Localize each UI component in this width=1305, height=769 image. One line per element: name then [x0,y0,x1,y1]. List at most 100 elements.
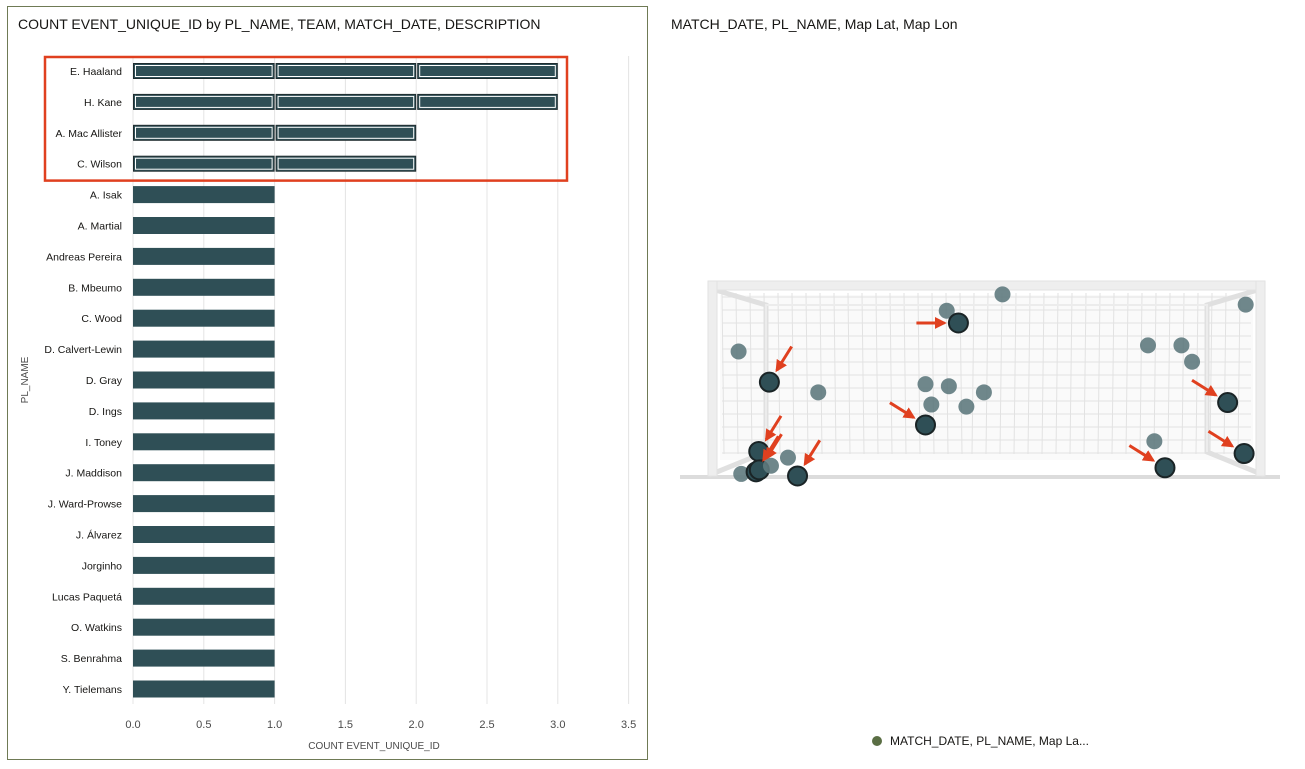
x-axis-title: COUNT EVENT_UNIQUE_ID [308,741,440,752]
bar[interactable] [133,340,275,358]
annotation-arrow [803,439,822,467]
category-label: S. Benrahma [61,653,122,665]
bar-chart: 0.0 0.5 1.0 1.5 2.0 2.5 3.0 3.5 COUNT EVENT_UNIQ… [20,55,636,752]
category-label: A. Martial [78,221,122,233]
category-label: O. Watkins [71,622,122,634]
bar[interactable] [133,495,275,513]
bar[interactable] [133,649,275,667]
data-point[interactable] [923,396,940,413]
data-point[interactable] [1237,296,1254,313]
category-label: H. Kane [84,97,122,109]
category-label: D. Gray [86,375,123,387]
data-point-selected[interactable] [1217,392,1239,414]
category-label: A. Mac Allister [55,128,122,140]
scatter-chart-title: MATCH_DATE, PL_NAME, Map Lat, Map Lon [671,16,958,32]
category-label: D. Ings [89,406,122,418]
bar-segment[interactable] [133,93,275,110]
data-point-selected[interactable] [914,414,936,436]
x-tick-label: 1.5 [338,719,353,731]
category-label: E. Haaland [70,66,122,78]
bar[interactable] [133,186,275,204]
bar-segment-highlight [277,95,415,108]
data-point[interactable] [917,376,934,393]
bar[interactable] [133,526,275,543]
bar-segment-highlight [135,95,273,108]
category-label: Jorginho [82,560,122,572]
x-tick-label: 1.0 [267,719,282,731]
legend-label: MATCH_DATE, PL_NAME, Map La... [890,734,1089,748]
data-point[interactable] [975,384,992,401]
category-label: C. Wilson [77,159,122,171]
scatter-legend[interactable]: MATCH_DATE, PL_NAME, Map La... [872,734,1089,748]
data-point[interactable] [730,343,747,360]
bar[interactable] [133,217,275,234]
legend-marker [872,736,882,746]
bar-segment[interactable] [133,155,275,172]
selection-highlight-box [43,55,569,182]
data-point[interactable] [938,302,955,319]
data-point-selected[interactable] [1233,443,1255,465]
bar-segment[interactable] [417,63,558,79]
data-point[interactable] [1146,433,1163,450]
data-point[interactable] [762,457,779,474]
scatter-chart [680,280,1280,487]
bar[interactable] [133,402,275,420]
x-tick-label: 0.0 [125,719,140,731]
bar-segment-highlight [419,95,556,108]
category-label: J. Ward-Prowse [48,499,122,511]
annotation-arrow [1191,378,1218,397]
bar-segment[interactable] [275,63,417,79]
bar-segment-highlight [135,65,273,77]
data-point[interactable] [810,384,827,401]
bar-segment[interactable] [275,93,417,110]
annotation-arrow [1207,429,1235,448]
bar[interactable] [133,278,275,296]
bar[interactable] [133,618,275,636]
bar[interactable] [133,680,275,698]
bar-segment[interactable] [275,155,417,172]
x-tick-label: 3.0 [550,719,565,731]
data-point[interactable] [733,465,750,482]
annotation-arrow [889,401,916,419]
x-tick-label: 0.5 [196,719,211,731]
bar-segment-highlight [277,65,415,77]
data-point[interactable] [940,378,957,395]
left-post [707,280,718,477]
crossbar [707,280,1266,291]
bar[interactable] [133,587,275,605]
bar[interactable] [133,433,275,451]
bar[interactable] [133,464,275,482]
bar[interactable] [133,556,275,574]
x-tick-label: 3.5 [621,719,636,731]
x-tick-label: 2.0 [409,719,424,731]
bar-segment-highlight [419,65,556,77]
data-point-selected[interactable] [1154,457,1176,479]
bar-segment-highlight [135,157,273,170]
data-point-selected[interactable] [758,371,780,393]
data-point[interactable] [779,449,796,466]
data-point-selected[interactable] [787,465,809,487]
bar-segment[interactable] [133,63,275,79]
bar[interactable] [133,247,275,265]
data-point[interactable] [1184,353,1201,370]
data-point[interactable] [1173,337,1190,354]
annotation-arrow [764,415,783,442]
annotation-arrow [775,345,793,373]
bar[interactable] [133,309,275,327]
bar-segment[interactable] [275,124,417,141]
data-point[interactable] [994,286,1011,303]
bar-segment-highlight [277,157,415,170]
ground-line [680,475,1280,479]
data-point[interactable] [1139,337,1156,354]
category-label: B. Mbeumo [68,282,122,294]
x-tick-label: 2.5 [479,719,494,731]
data-point[interactable] [958,398,975,415]
annotation-arrow [1128,444,1156,462]
data-point-selected[interactable] [947,312,969,334]
category-label: Andreas Pereira [46,251,122,263]
category-label: A. Isak [90,190,123,202]
bar-segment[interactable] [133,124,275,141]
category-label: D. Calvert-Lewin [44,344,122,356]
bar-segment[interactable] [417,93,558,110]
bar[interactable] [133,371,275,389]
